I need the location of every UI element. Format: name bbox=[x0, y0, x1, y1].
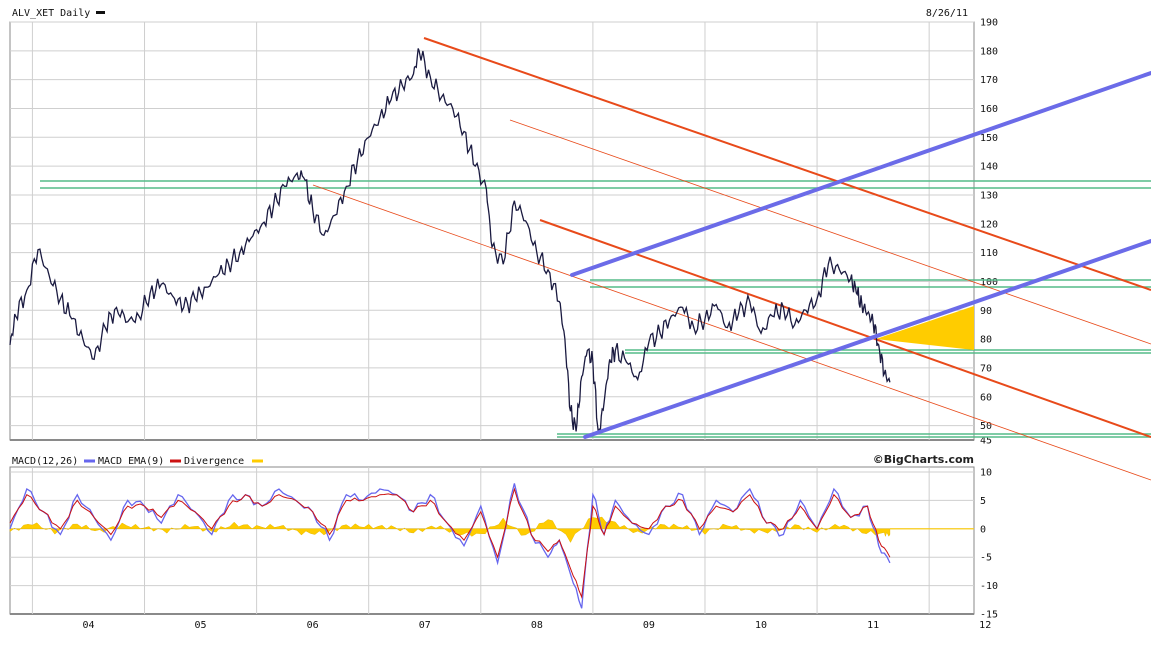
price-y-tick-label: 120 bbox=[980, 219, 998, 230]
trend-line-lower bbox=[583, 239, 1151, 439]
x-tick-label: 12 bbox=[979, 620, 991, 631]
target-triangle bbox=[876, 306, 974, 350]
channel-upper-thin bbox=[509, 119, 1151, 345]
macd-line bbox=[9, 483, 891, 609]
x-tick-label: 08 bbox=[531, 620, 543, 631]
price-y-tick-label: 140 bbox=[980, 162, 998, 173]
macd-y-tick-label: -15 bbox=[980, 610, 998, 621]
channel-lines bbox=[312, 37, 1151, 481]
price-y-tick-label: 190 bbox=[980, 18, 998, 29]
price-y-tick-label: 130 bbox=[980, 190, 998, 201]
price-legend-swatch bbox=[96, 11, 105, 14]
price-y-tick-label: 45 bbox=[980, 436, 992, 447]
channel-lower-thin bbox=[312, 184, 1151, 481]
grid-lines bbox=[10, 21, 974, 615]
price-y-axis: 190 180 170 160 150 140 130 120 110 100 90 80 70 60 50… bbox=[980, 18, 998, 447]
trend-lines bbox=[570, 71, 1151, 439]
channel-middle-thick bbox=[539, 219, 1151, 438]
macd-panel-frame bbox=[9, 466, 975, 615]
x-tick-label: 07 bbox=[419, 620, 431, 631]
price-y-tick-label: 50 bbox=[980, 421, 992, 432]
price-y-tick-label: 110 bbox=[980, 248, 998, 259]
x-tick-label: 11 bbox=[867, 620, 879, 631]
price-y-tick-label: 60 bbox=[980, 392, 992, 403]
macd-y-tick-label: 10 bbox=[980, 468, 992, 479]
price-y-tick-label: 100 bbox=[980, 277, 998, 288]
chart-date: 8/26/11 bbox=[926, 8, 968, 19]
ema-line bbox=[9, 487, 891, 599]
price-y-tick-label: 80 bbox=[980, 335, 992, 346]
x-tick-label: 04 bbox=[82, 620, 94, 631]
macd-y-axis: 10 5 0 -5 -10 -15 bbox=[980, 468, 998, 621]
macd-y-tick-label: 0 bbox=[980, 524, 986, 535]
legend-ema: MACD EMA(9) bbox=[98, 456, 164, 467]
price-y-tick-label: 170 bbox=[980, 75, 998, 86]
x-axis: 04 05 06 07 08 09 10 11 12 bbox=[82, 620, 991, 631]
support-lines bbox=[40, 180, 1151, 438]
macd-y-tick-label: 5 bbox=[980, 496, 986, 507]
x-tick-label: 05 bbox=[195, 620, 207, 631]
x-tick-label: 06 bbox=[307, 620, 319, 631]
price-y-tick-label: 150 bbox=[980, 133, 998, 144]
price-panel-frame bbox=[9, 21, 975, 441]
divergence-area bbox=[9, 516, 891, 543]
trend-line-upper bbox=[570, 71, 1151, 277]
price-line bbox=[9, 48, 891, 435]
price-y-tick-label: 160 bbox=[980, 104, 998, 115]
legend-divergence: Divergence bbox=[184, 456, 244, 467]
macd-y-tick-label: -5 bbox=[980, 553, 992, 564]
macd-y-tick-label: -10 bbox=[980, 581, 998, 592]
chart-title: ALV_XET Daily bbox=[12, 8, 90, 19]
price-y-tick-label: 70 bbox=[980, 363, 992, 374]
channel-upper-thick bbox=[423, 37, 1151, 291]
brand-watermark: ©BigCharts.com bbox=[873, 453, 974, 466]
price-y-tick-label: 90 bbox=[980, 306, 992, 317]
price-y-tick-label: 180 bbox=[980, 46, 998, 57]
x-tick-label: 10 bbox=[755, 620, 767, 631]
x-tick-label: 09 bbox=[643, 620, 655, 631]
legend-macd: MACD(12,26) bbox=[12, 456, 78, 467]
